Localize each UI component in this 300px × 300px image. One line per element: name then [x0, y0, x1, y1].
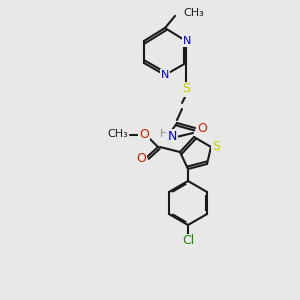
Text: N: N: [183, 36, 191, 46]
Text: CH₃: CH₃: [108, 129, 128, 139]
Text: Cl: Cl: [182, 235, 194, 248]
Text: O: O: [136, 152, 146, 164]
Text: O: O: [139, 128, 149, 142]
Text: N: N: [161, 70, 169, 80]
Text: N: N: [167, 130, 177, 142]
Text: O: O: [197, 122, 207, 134]
Text: S: S: [212, 140, 220, 154]
Text: S: S: [182, 82, 190, 95]
Text: H: H: [160, 129, 168, 139]
Text: CH₃: CH₃: [183, 8, 204, 18]
